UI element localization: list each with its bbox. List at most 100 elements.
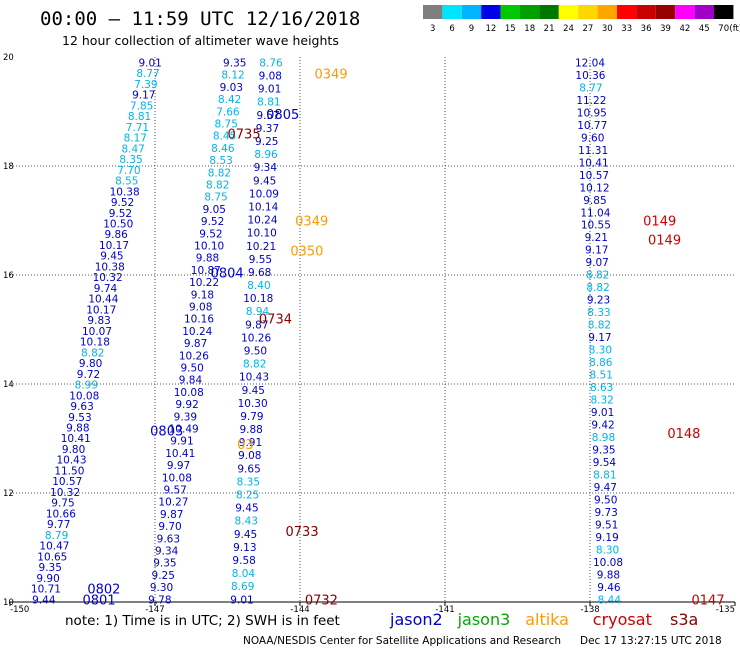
wave-height-value: 10.30: [238, 398, 268, 410]
satellite-legend-item: altika: [525, 610, 569, 629]
wave-height-value: 9.88: [239, 424, 262, 436]
pass-time-label: 0734: [259, 313, 292, 328]
wave-height-value: 10.65: [37, 551, 67, 563]
wave-height-value: 9.42: [591, 419, 614, 431]
chart-subtitle: 12 hour collection of altimeter wave hei…: [62, 33, 339, 48]
wave-height-value: 9.52: [201, 216, 224, 228]
color-scale-swatch: [578, 5, 598, 19]
wave-height-value: 9.88: [597, 569, 620, 581]
pass-time-label: 0149: [643, 215, 676, 230]
wave-height-value: 10.66: [46, 508, 76, 520]
wave-height-value: 8.82: [206, 179, 229, 191]
wave-height-value: 10.12: [579, 182, 609, 194]
y-tick-label: 16: [3, 271, 14, 281]
satellite-legend-item: jason3: [457, 610, 511, 629]
wave-height-value: 8.75: [204, 192, 227, 204]
wave-height-value: 10.50: [103, 218, 133, 230]
wave-height-value: 9.72: [77, 369, 100, 381]
wave-height-value: 8.45: [213, 131, 236, 143]
wave-height-value: 10.09: [249, 188, 279, 200]
wave-height-value: 9.80: [79, 358, 102, 370]
wave-height-value: 10.57: [52, 476, 82, 488]
wave-height-value: 8.82: [586, 270, 609, 282]
wave-height-value: 7.71: [126, 122, 149, 134]
y-tick-label: 10: [3, 598, 14, 608]
wave-height-value: 10.21: [246, 241, 276, 253]
wave-height-value: 10.32: [93, 272, 123, 284]
wave-height-value: 9.73: [594, 507, 617, 519]
wave-height-value: 9.65: [237, 463, 260, 475]
wave-height-value: 11.50: [54, 465, 84, 477]
wave-height-value: 9.92: [175, 399, 198, 411]
wave-height-value: 9.17: [132, 90, 155, 102]
wave-height-value: 10.07: [82, 326, 112, 338]
pass-time-label: 0147: [692, 593, 725, 608]
wave-height-value: 9.21: [585, 232, 608, 244]
pass-time-label: 0148: [667, 427, 700, 442]
wave-height-value: 10.44: [88, 294, 118, 306]
wave-height-value: 9.54: [593, 457, 617, 469]
x-tick-label: -135: [716, 605, 735, 615]
x-tick-label: -141: [435, 605, 454, 615]
wave-height-value: 10.71: [31, 584, 61, 596]
chart-axes: -150 -147 -144 -141 -138 -135 20 18 16 14 12 10: [3, 53, 736, 615]
wave-height-value: 11.04: [580, 207, 610, 219]
pass-time-label: 0732: [305, 593, 338, 608]
wave-height-value: 7.70: [117, 165, 140, 177]
pass-time-labels: 0349 0805 0735 0349 0350 0804 0734 0803 03 0733 08…: [83, 67, 725, 608]
pass-time-label: 0804: [211, 266, 244, 281]
wave-height-value: 9.13: [233, 542, 256, 554]
wave-height-value: 10.10: [247, 228, 277, 240]
wave-height-value: 9.52: [111, 197, 134, 209]
satellite-legend-item: cryosat: [593, 610, 652, 629]
wave-height-value: 9.52: [199, 228, 222, 240]
wave-height-value: 10.41: [61, 433, 91, 445]
wave-height-value: 9.05: [203, 204, 226, 216]
pass-time-label: 0802: [87, 582, 120, 597]
wave-height-value: 9.25: [152, 570, 175, 582]
satellite-legend-item: s3a: [670, 610, 698, 629]
color-scale-swatch: [442, 5, 462, 19]
wave-height-value: 10.32: [50, 487, 80, 499]
wave-height-value: 10.24: [247, 215, 277, 227]
wave-height-value: 10.55: [581, 220, 611, 232]
wave-height-value: 8.79: [45, 530, 68, 542]
wave-height-value: 9.60: [581, 132, 604, 144]
y-tick-label: 20: [3, 53, 14, 63]
legend-note: note: 1) Time is in UTC; 2) SWH is in fe…: [65, 613, 340, 629]
wave-height-value: 10.41: [165, 448, 195, 460]
wave-height-value: 9.91: [239, 437, 262, 449]
color-scale-label: 9: [469, 24, 474, 34]
wave-height-value: 8.63: [590, 382, 613, 394]
wave-height-value: 9.17: [585, 245, 608, 257]
wave-height-value: 10.24: [182, 326, 212, 338]
wave-height-value: 9.77: [47, 519, 70, 531]
color-scale-swatch: [558, 5, 579, 19]
wave-height-value: 8.77: [136, 68, 159, 80]
wave-height-value: 9.08: [238, 450, 261, 462]
wave-height-value: 9.50: [594, 494, 617, 506]
wave-height-value: 10.22: [189, 277, 219, 289]
wave-height-value: 8.51: [590, 370, 613, 382]
wave-height-value: 9.51: [595, 519, 618, 531]
color-scale-swatch: [655, 5, 676, 19]
wave-height-value: 9.34: [254, 162, 278, 174]
wave-height-value: 9.87: [160, 509, 183, 521]
wave-height-value: 9.35: [153, 558, 176, 570]
pass-time-label: 0801: [83, 593, 116, 608]
wave-height-value: 9.57: [163, 484, 186, 496]
chart-title: 00:00 – 11:59 UTC 12/16/2018: [40, 8, 360, 30]
wave-height-value: 9.63: [157, 533, 180, 545]
wave-height-value: 9.17: [588, 332, 611, 344]
wave-height-value: 9.01: [138, 57, 161, 69]
wave-height-value: 9.46: [597, 582, 621, 594]
wave-height-value: 9.45: [242, 385, 265, 397]
color-scale-label: 6: [449, 24, 454, 34]
wave-height-value: 8.82: [81, 347, 104, 359]
x-tick-label: -144: [290, 605, 309, 615]
color-scale-swatch: [423, 5, 443, 19]
wave-height-value: 9.90: [36, 573, 59, 585]
wave-height-value: 10.17: [99, 240, 129, 252]
wave-height-value: 10.08: [69, 390, 99, 402]
